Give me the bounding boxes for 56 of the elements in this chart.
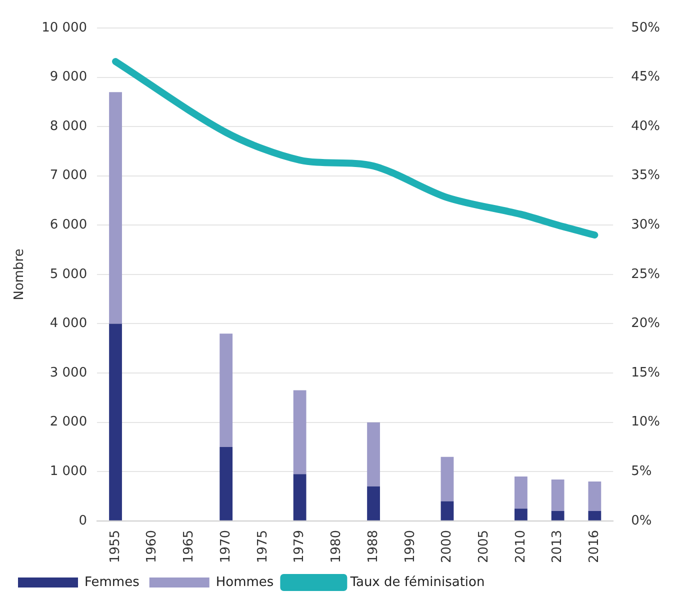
bar xyxy=(293,390,306,474)
x-tick-label: 1980 xyxy=(329,530,344,564)
x-tick-label: 1975 xyxy=(255,530,270,564)
x-tick-label: 1990 xyxy=(402,530,418,564)
bar xyxy=(551,480,564,512)
x-tick-label: 1965 xyxy=(182,530,197,564)
x-tick-label: 2005 xyxy=(476,530,492,564)
y2-tick-label: 20% xyxy=(631,316,660,332)
y-axis-title: Nombre xyxy=(12,248,28,300)
y2-tick-label: 50% xyxy=(631,20,660,36)
y2-tick-label: 35% xyxy=(631,168,660,184)
bar xyxy=(588,511,602,520)
y-tick-label: 9 000 xyxy=(50,70,88,85)
bar xyxy=(109,92,122,324)
bar xyxy=(367,486,380,520)
y2-tick-label: 25% xyxy=(631,266,660,282)
y2-tick-label: 5% xyxy=(631,464,652,479)
x-tick-label: 2016 xyxy=(587,530,602,564)
y2-tick-label: 45% xyxy=(631,70,660,85)
x-tick-label: 2013 xyxy=(550,530,566,564)
x-tick-label: 1960 xyxy=(144,530,160,564)
bar xyxy=(514,476,528,509)
bar xyxy=(514,508,528,520)
legend-label: Femmes xyxy=(84,574,140,590)
y-tick-label: 4 000 xyxy=(50,316,88,332)
y-tick-label: 5 000 xyxy=(50,266,88,282)
x-tick-label: 1979 xyxy=(292,530,308,564)
y-tick-label: 6 000 xyxy=(50,218,88,233)
y-tick-label: 7 000 xyxy=(50,168,88,184)
y-tick-label: 1 000 xyxy=(50,464,88,479)
x-tick-label: 1970 xyxy=(218,530,234,564)
legend-label: Hommes xyxy=(216,574,274,590)
x-tick-label: 2000 xyxy=(440,530,455,564)
y-tick-label: 10 000 xyxy=(42,20,88,36)
y2-tick-label: 40% xyxy=(631,118,660,134)
x-tick-label: 2010 xyxy=(513,530,528,564)
y-tick-label: 2 000 xyxy=(50,414,88,430)
bar xyxy=(109,324,122,520)
bar xyxy=(367,422,380,486)
bar xyxy=(551,511,564,520)
bar xyxy=(588,481,602,512)
y-tick-label: 3 000 xyxy=(50,365,88,380)
bar xyxy=(220,334,233,447)
y2-tick-label: 10% xyxy=(631,414,660,430)
y2-tick-label: 15% xyxy=(631,365,660,380)
bar xyxy=(440,501,454,520)
y2-tick-label: 0% xyxy=(631,513,652,528)
bar xyxy=(293,474,306,520)
x-tick-label: 1955 xyxy=(108,530,123,564)
bar xyxy=(220,446,233,520)
legend-label: Taux de féminisation xyxy=(349,574,485,590)
bar xyxy=(440,456,454,502)
y2-tick-label: 30% xyxy=(631,218,660,233)
y-tick-label: 0 xyxy=(78,513,88,528)
x-tick-label: 1988 xyxy=(366,530,381,564)
y-tick-label: 8 000 xyxy=(50,118,88,134)
